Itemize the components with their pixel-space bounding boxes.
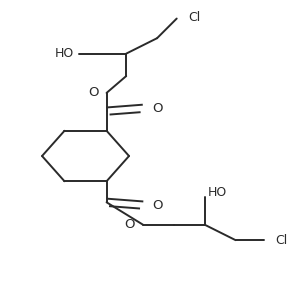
Text: O: O xyxy=(152,102,162,115)
Text: HO: HO xyxy=(55,47,74,60)
Text: HO: HO xyxy=(208,186,227,199)
Text: O: O xyxy=(124,218,135,231)
Text: Cl: Cl xyxy=(275,234,288,247)
Text: O: O xyxy=(88,86,98,100)
Text: O: O xyxy=(152,198,162,212)
Text: Cl: Cl xyxy=(189,11,201,24)
